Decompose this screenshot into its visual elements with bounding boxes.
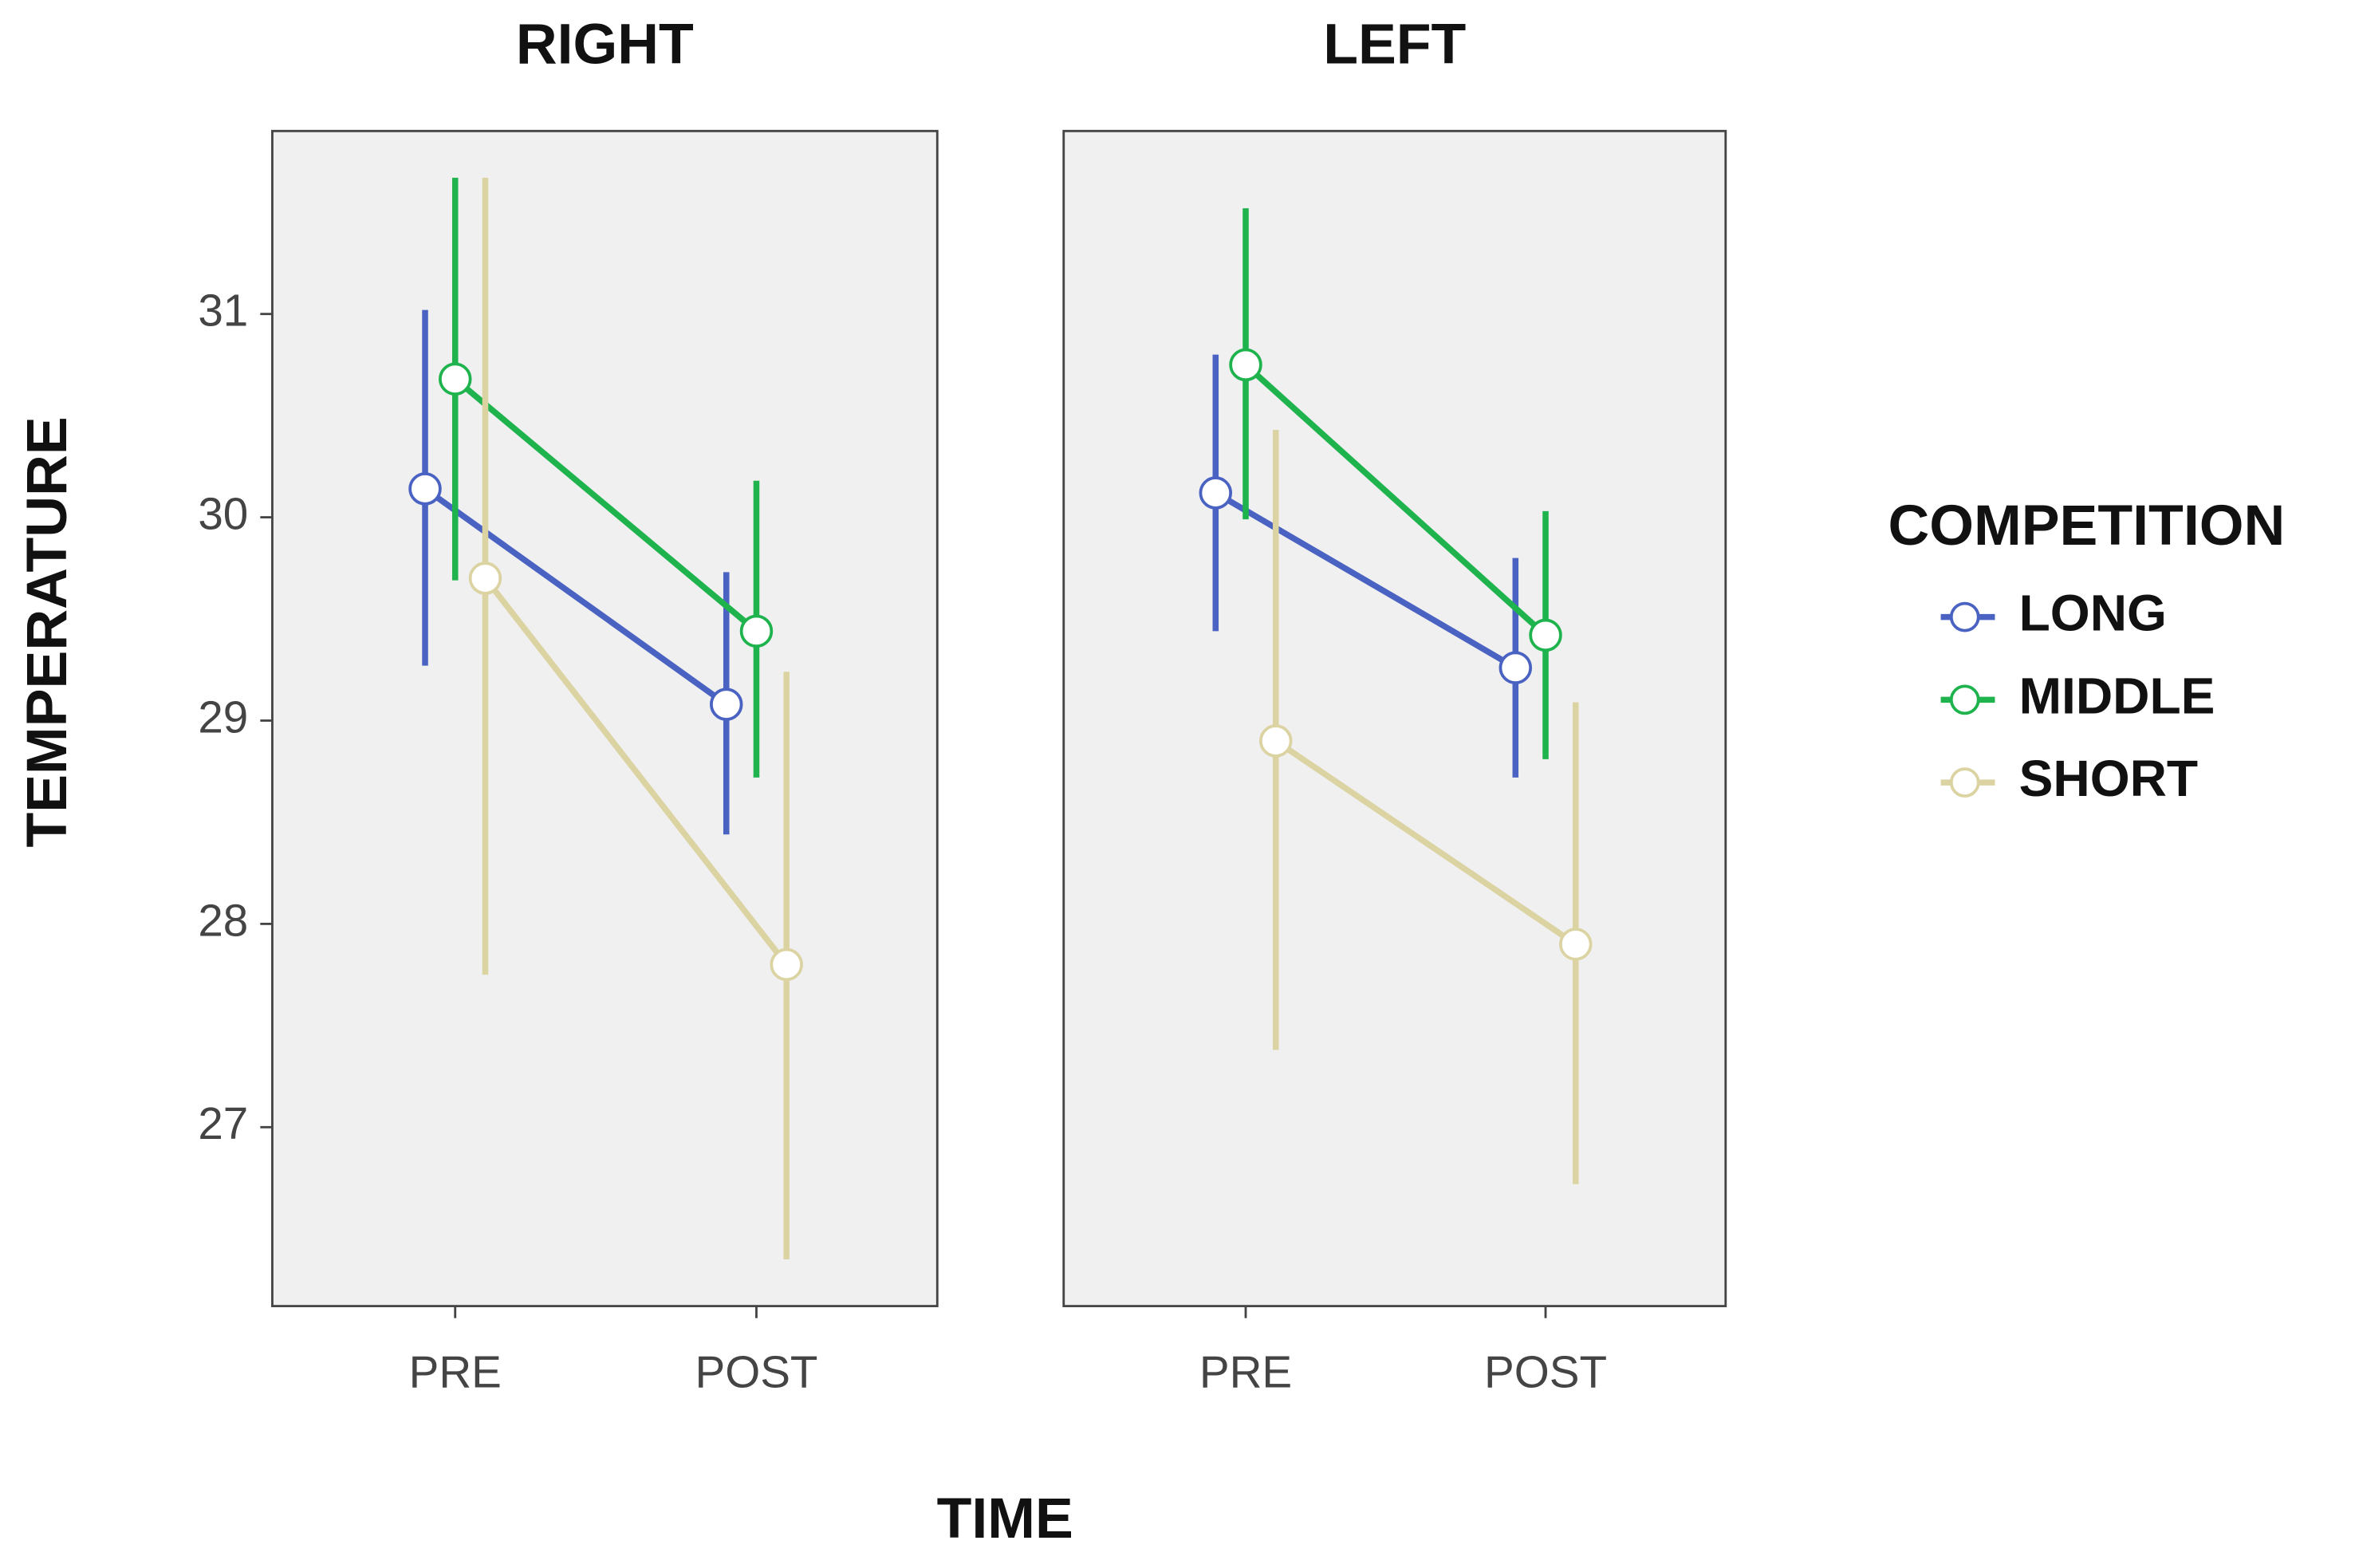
point [1558,928,1593,961]
series-line [453,376,758,634]
legend-label: LONG [2019,585,2167,642]
series-line [482,576,790,967]
panel-title: RIGHT [516,12,694,76]
x-tick-label: POST [695,1346,817,1397]
series-line [1243,362,1548,638]
series-line [1274,738,1577,947]
point [1258,724,1293,758]
y-tick-label: 31 [198,286,248,336]
x-tick-label: POST [1484,1346,1607,1397]
x-tick-label: PRE [1199,1346,1292,1397]
point [1199,476,1233,510]
x-tick-label: PRE [409,1346,502,1397]
y-tick-label: 29 [198,691,248,742]
point [439,362,472,396]
legend-marker [1949,767,1980,798]
plot-area [1062,129,1727,1308]
point [1498,651,1533,684]
legend-label: MIDDLE [2019,667,2215,724]
legend-title: COMPETITION [1888,494,2286,557]
legend-marker [1949,601,1980,632]
point [709,687,743,721]
point [770,947,803,982]
y-axis-label: TEMPERATURE [15,416,79,847]
series-line [423,486,728,707]
plot-area [271,129,939,1308]
series-line [1214,490,1518,671]
point [408,472,442,506]
legend-marker [1949,684,1980,715]
point [468,561,502,595]
point [1229,348,1262,382]
y-tick-label: 27 [198,1098,248,1148]
y-tick-label: 30 [198,489,248,539]
legend-label: SHORT [2019,750,2198,807]
y-tick-label: 28 [198,895,248,945]
point [739,614,774,648]
point [1529,618,1562,652]
x-axis-label: TIME [937,1487,1073,1550]
panel-title: LEFT [1323,12,1466,76]
